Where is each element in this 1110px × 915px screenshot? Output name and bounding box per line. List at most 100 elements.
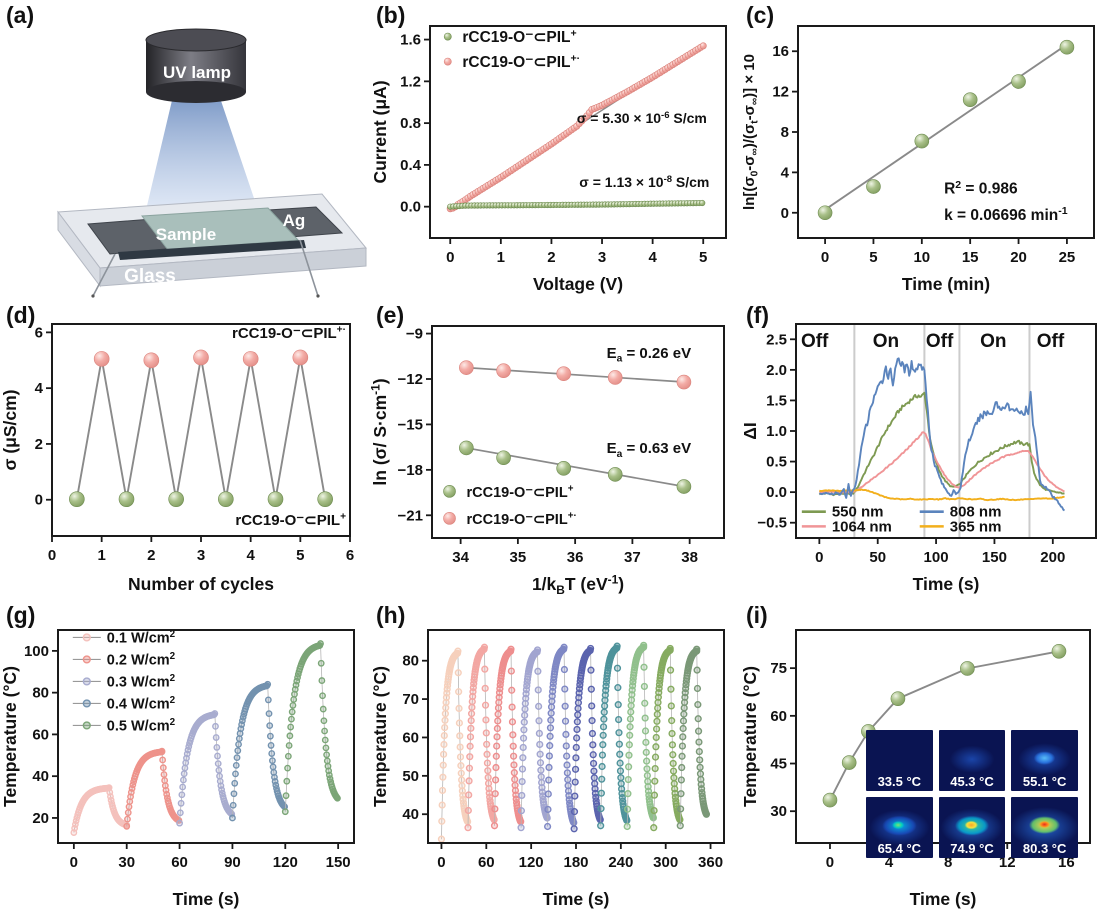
kinetics-chart: R2 = 0.986 k = 0.06696 min-1 0 5 10 15 20 25 0 4 8… xyxy=(740,0,1110,300)
lamp-label: UV lamp xyxy=(163,63,231,82)
y-tick-label: −9 xyxy=(406,326,423,343)
axes-frame xyxy=(429,25,727,239)
annotation: σ = 1.13 × 10-8 S/cm xyxy=(579,174,709,190)
x-tick-label: 38 xyxy=(681,549,698,566)
x-tick-label: 16 xyxy=(1058,854,1075,871)
y-axis-label: ln (σ/ S·cm-1) xyxy=(370,378,390,485)
pulse-8 xyxy=(650,644,684,832)
phase-label: On xyxy=(873,331,899,352)
electrode-label: Ag xyxy=(283,211,306,230)
plot-area xyxy=(446,42,707,213)
y-tick-label: −0.5 xyxy=(757,515,787,532)
y-tick-label: 8 xyxy=(781,124,789,141)
y-tick-label: 12 xyxy=(772,84,789,101)
thermal-image-2: 45.3 °C xyxy=(938,730,1006,791)
panel-label-b: (b) xyxy=(376,2,406,28)
y-tick-label: 60 xyxy=(770,708,787,725)
x-axis-label: Time (s) xyxy=(910,889,977,909)
thermal-temp-label: 65.4 °C xyxy=(877,841,922,856)
photoresponse-chart: Off On Off On Off 550 nm 808 nm 1064 nm 365 nm 0 5… xyxy=(740,300,1110,600)
series-808-nm xyxy=(819,357,1066,512)
panel-c: (c) R2 = 0.986 k = 0.06696 min-1 0 5 10 15 20 2… xyxy=(740,0,1110,300)
series-kinetic-fit xyxy=(824,42,1070,211)
x-tick-label: 180 xyxy=(563,854,588,871)
sample-film xyxy=(141,207,300,251)
x-tick-label: 0 xyxy=(446,249,454,266)
legend-label: rCC19-O⁻⊂PIL+ xyxy=(467,484,574,501)
y-tick-label: 4 xyxy=(781,164,790,181)
chart-svg-b: σ = 5.30 × 10-6 S/cm σ = 1.13 × 10-8 S/cm… xyxy=(370,25,727,294)
x-tick-label: 36 xyxy=(567,549,584,566)
x-tick-label: 0 xyxy=(815,549,823,566)
y-axis-label: Temperature (°C) xyxy=(740,666,760,807)
x-axis-label: 1/kBT (eV-1) xyxy=(532,573,624,598)
annotation: Ea = 0.26 eV xyxy=(607,345,692,365)
x-tick-label: 60 xyxy=(171,854,188,871)
annotation: σ = 5.30 × 10-6 S/cm xyxy=(577,110,707,126)
x-tick-label: 3 xyxy=(598,249,606,266)
iv-chart: σ = 5.30 × 10-6 S/cm σ = 1.13 × 10-8 S/cm… xyxy=(370,0,740,300)
annotation: rCC19-O⁻⊂PIL+ xyxy=(235,511,346,528)
x-tick-label: 30 xyxy=(118,854,135,871)
panel-b: (b) σ = 5.30 × 10-6 S/cm σ = 1.13 × 10-8 … xyxy=(370,0,740,300)
chart-svg-e: Ea = 0.26 eV Ea = 0.63 eV rCC19-O⁻⊂PIL+ rCC… xyxy=(369,325,725,598)
pulse-5 xyxy=(570,644,604,833)
panel-a: (a) UV lamp Sample Ag Glass xyxy=(0,0,370,300)
panel-label-h: (h) xyxy=(376,602,406,628)
chart-svg-f: Off On Off On Off 550 nm 808 nm 1064 nm 365 nm 0 5… xyxy=(740,323,1097,594)
y-axis-label: Current (μA) xyxy=(370,80,390,183)
legend-label: 0.4 W/cm2 xyxy=(107,695,176,712)
y-tick-label: 6 xyxy=(35,324,43,341)
panel-label-c: (c) xyxy=(746,2,775,28)
legend-label: 365 nm xyxy=(950,518,1002,535)
x-tick-label: 60 xyxy=(478,854,495,871)
thermal-inset: 33.5 °C 45.3 °C 55.1 °C 65.4 °C 74.9 °C … xyxy=(866,730,1078,858)
x-tick-label: 150 xyxy=(326,854,351,871)
phase-label: Off xyxy=(1037,331,1065,352)
pulse-6 xyxy=(597,642,631,830)
thermal-image-1: 33.5 °C xyxy=(866,730,933,791)
pulse-0 xyxy=(437,647,472,843)
y-tick-label: 1.6 xyxy=(400,32,421,49)
x-tick-label: 12 xyxy=(999,854,1016,871)
y-tick-label: −18 xyxy=(398,462,423,479)
y-tick-label: 75 xyxy=(770,660,787,677)
y-tick-label: 0 xyxy=(781,205,789,222)
pulse-0.4-W/cm^{2} xyxy=(229,680,289,822)
x-tick-label: 50 xyxy=(869,549,886,566)
x-tick-label: 6 xyxy=(346,547,354,564)
legend-label: 0.2 W/cm2 xyxy=(107,651,176,668)
pulse-7 xyxy=(623,641,657,831)
x-tick-label: 120 xyxy=(519,854,544,871)
x-tick-label: 4 xyxy=(648,249,657,266)
wire-right xyxy=(299,239,319,297)
y-tick-label: 60 xyxy=(402,729,419,746)
legend-label: rCC19-O⁻⊂PIL+· xyxy=(462,53,580,72)
plot-area xyxy=(818,324,1066,538)
annotation: Ea = 0.63 eV xyxy=(607,440,692,460)
glass-side xyxy=(57,210,101,288)
pulse-3 xyxy=(517,646,551,832)
x-tick-label: 200 xyxy=(1040,549,1065,566)
plot-area xyxy=(459,360,692,494)
phase-label: On xyxy=(980,331,1006,352)
series-rCC19-O-PIL xyxy=(447,199,706,210)
y-tick-label: 16 xyxy=(772,43,789,60)
panel-e: (e) Ea = 0.26 eV Ea = 0.63 eV rCC19-O⁻⊂PIL… xyxy=(369,300,740,600)
panel-label-a: (a) xyxy=(6,2,35,28)
wire-left xyxy=(92,253,116,297)
plot-area xyxy=(70,640,341,836)
x-tick-label: 0 xyxy=(70,854,78,871)
x-tick-label: 10 xyxy=(913,249,930,266)
series-1064-nm xyxy=(819,431,1065,494)
y-tick-label: 30 xyxy=(770,803,787,820)
legend-label: 0.1 W/cm2 xyxy=(107,629,176,646)
x-tick-label: 5 xyxy=(699,249,707,266)
x-tick-label: 360 xyxy=(698,854,723,871)
panel-label-f: (f) xyxy=(746,302,769,328)
series-550-nm xyxy=(818,391,1065,497)
x-tick-label: 300 xyxy=(653,854,678,871)
y-tick-label: 45 xyxy=(770,756,787,773)
cycling-chart: rCC19-O⁻⊂PIL+· rCC19-O⁻⊂PIL+ 0 1 2 3 4 5 6 0 2 4 6 Nu… xyxy=(0,300,370,600)
